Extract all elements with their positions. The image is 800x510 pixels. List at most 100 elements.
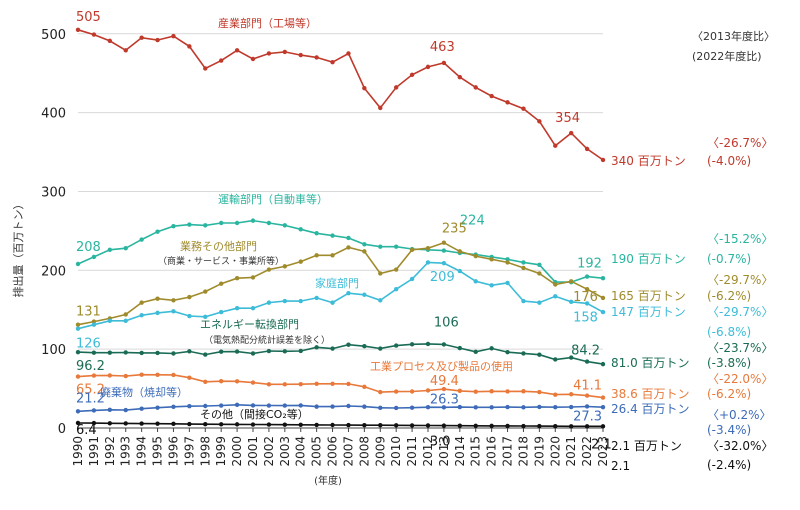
data-point [298,227,303,232]
data-point [155,310,160,316]
change-2013-label: 〈-26.7%〉 [707,136,773,150]
data-point [393,389,399,394]
data-point [378,405,383,411]
series-end-label: 38.6 百万トン [611,387,690,401]
data-point [155,296,160,301]
data-point [171,298,176,303]
data-point [282,422,288,427]
series-name-label: 業務その他部門 [180,239,257,253]
x-tick-label: 2013 [437,436,451,467]
data-point [314,231,319,236]
data-point [425,341,431,347]
series-end-value: 2.1 [611,459,630,473]
data-point [234,305,240,311]
data-point [171,421,176,427]
data-point [139,35,144,40]
x-tick-label: 2005 [310,436,324,467]
data-label: 176 [573,290,598,305]
data-point [218,58,224,63]
data-point [266,382,272,387]
series-line [77,403,604,413]
change-2013-label: 〈-32.0%〉 [707,439,773,453]
data-point [218,309,224,315]
x-tick-label: 2003 [278,436,292,467]
data-point [425,64,431,70]
data-label: 27.3 [573,409,602,424]
data-point [489,93,494,99]
data-point [473,349,478,355]
data-point [362,249,367,254]
data-point [330,404,335,409]
data-point [171,404,176,409]
data-point [234,379,240,384]
data-point [123,246,128,251]
data-point [123,373,128,379]
data-point [553,357,558,362]
x-tick-label: 1992 [103,436,117,467]
data-point [218,422,224,427]
data-point [346,245,351,250]
data-point [505,349,510,355]
data-point [266,403,272,408]
data-point [425,246,431,251]
data-point [171,309,176,314]
data-point [155,405,160,410]
data-point [171,351,176,356]
data-point [568,279,574,284]
change-2013-label: 〈-23.7%〉 [707,341,773,355]
y-tick-label: 500 [41,28,66,43]
data-point [409,276,415,282]
data-point [378,105,383,111]
series-name-label: 産業部門（工場等） [218,16,317,30]
data-label: 126 [76,337,101,352]
data-point [187,294,192,300]
x-tick-label: 2016 [485,436,499,467]
data-point [91,350,97,355]
data-point [266,300,272,305]
data-point [568,424,574,429]
series-name-label: その他（間接CO₂等） [200,407,309,421]
data-point [250,218,256,223]
x-tick-label: 1997 [182,436,196,467]
change-2022-label: (-3.8%) [707,356,751,370]
data-point [187,313,192,319]
series-end-label: 165 百万トン [611,289,686,303]
data-point [330,381,335,386]
data-point [298,52,303,58]
x-tick-label: 2012 [421,436,435,467]
data-point [187,403,192,409]
data-point [250,275,256,280]
data-point [393,267,399,272]
change-2013-label: 〈-29.7%〉 [707,305,773,319]
data-point [441,248,447,253]
data-point [362,404,367,409]
data-point [537,262,542,267]
data-point [203,289,208,294]
data-point [362,85,367,91]
data-point [584,424,590,429]
data-label: 41.1 [573,379,602,394]
data-point [298,348,303,354]
data-label: 6.4 [76,423,97,438]
data-point [75,322,81,327]
data-point [298,422,303,427]
data-point [91,408,97,413]
data-point [489,283,494,288]
change-2022-label: (-0.7%) [707,252,751,266]
data-point [521,351,526,356]
data-point [441,60,447,66]
data-label: 106 [434,315,459,330]
data-point [457,423,463,428]
data-point [378,423,383,428]
data-label: 65.2 [76,383,105,398]
data-point [473,423,478,428]
data-point [425,388,431,393]
data-point [123,318,128,323]
data-point [584,287,590,292]
series-end-label: 147 百万トン [611,305,686,319]
x-tick-label: 2007 [341,436,355,467]
data-point [314,404,319,409]
series-end-label: 190 百万トン [611,252,686,266]
x-tick-label: 2009 [373,436,387,467]
data-point [600,157,606,163]
